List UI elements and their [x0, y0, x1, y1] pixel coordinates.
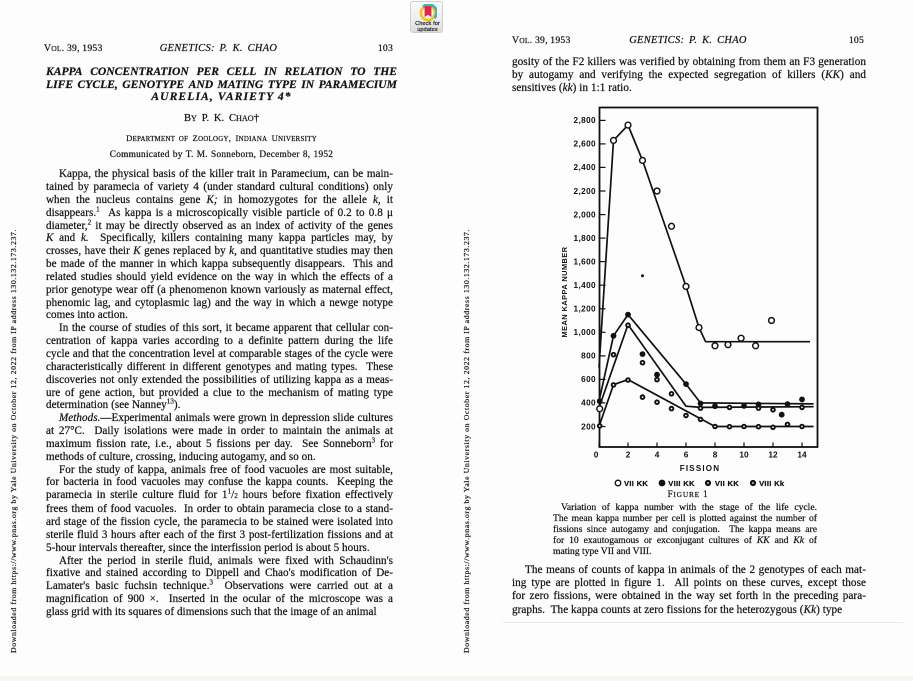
svg-text:1,200: 1,200	[574, 305, 597, 314]
svg-text:FISSION: FISSION	[680, 464, 720, 473]
svg-text:1,000: 1,000	[574, 328, 597, 337]
svg-text:1,800: 1,800	[574, 234, 597, 243]
svg-text:1,600: 1,600	[574, 257, 597, 266]
svg-text:12: 12	[768, 450, 778, 460]
svg-text:400: 400	[581, 399, 596, 408]
svg-text:1,400: 1,400	[574, 281, 597, 290]
svg-text:2,200: 2,200	[574, 187, 597, 196]
svg-text:0: 0	[594, 450, 599, 460]
svg-text:2,400: 2,400	[574, 163, 597, 172]
svg-text:200: 200	[581, 422, 596, 431]
svg-text:8: 8	[713, 450, 718, 460]
svg-text:800: 800	[581, 352, 596, 361]
svg-text:MEAN KAPPA NUMBER: MEAN KAPPA NUMBER	[560, 246, 569, 337]
svg-text:2,800: 2,800	[574, 116, 597, 125]
svg-text:6: 6	[684, 450, 689, 460]
svg-text:4: 4	[655, 450, 660, 460]
svg-text:600: 600	[581, 375, 596, 384]
svg-text:2,600: 2,600	[574, 140, 597, 149]
svg-text:14: 14	[797, 450, 807, 460]
svg-text:2: 2	[626, 450, 631, 460]
svg-text:10: 10	[739, 450, 749, 460]
svg-text:2,000: 2,000	[574, 210, 597, 219]
